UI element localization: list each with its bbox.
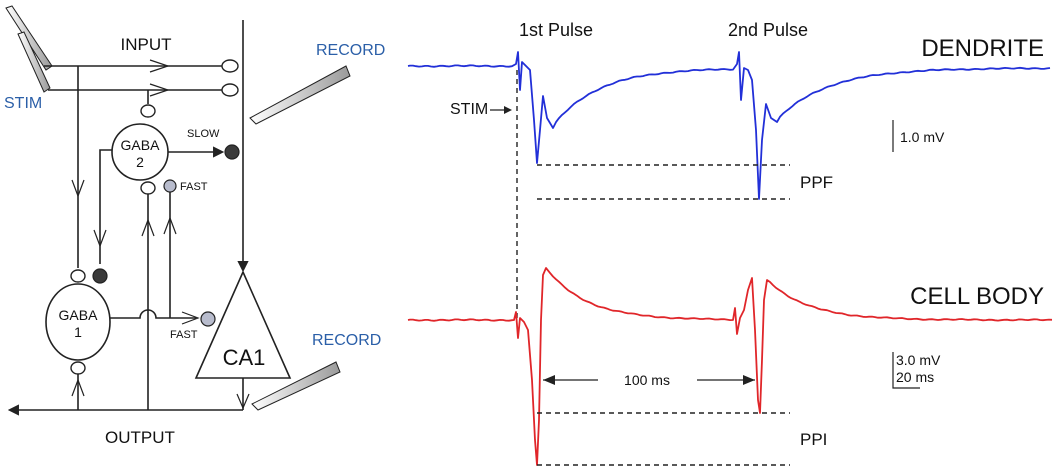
gaba2-label: GABA xyxy=(121,137,161,153)
gaba1-label: GABA xyxy=(59,307,99,323)
gaba2-input-synapse xyxy=(140,104,156,118)
stim-label: STIM xyxy=(4,95,42,112)
g1-fast-arrow xyxy=(181,311,200,325)
gaba1-neuron: GABA 1 xyxy=(45,283,111,361)
slow-synapse xyxy=(224,144,240,160)
fast-label-bottom: FAST xyxy=(170,329,198,341)
fast-label-top: FAST xyxy=(180,181,208,193)
input-synapse-1 xyxy=(221,59,239,73)
interval-label: 100 ms xyxy=(624,372,670,388)
cell-scale-bar xyxy=(892,352,920,389)
record-label-bottom: RECORD xyxy=(312,332,381,349)
record-electrode-bottom xyxy=(251,361,341,411)
interval-arrow-left xyxy=(543,375,555,385)
g1-out-arrow xyxy=(71,378,85,397)
circuit-diagram: GABA 2 SLOW FAST GABA 1 FAST xyxy=(4,5,385,447)
gaba1-input-synapse xyxy=(70,269,86,283)
fast-synapse-bottom xyxy=(200,311,216,327)
fb-arrow-1 xyxy=(141,218,155,237)
cellbody-label: CELL BODY xyxy=(910,283,1044,310)
traces-panel: 1st Pulse 2nd Pulse DENDRITE CELL BODY S… xyxy=(407,20,1053,466)
stim-electrode xyxy=(5,5,53,93)
fb-arrow-2 xyxy=(163,216,177,235)
gaba2-bottom-synapse xyxy=(140,181,156,195)
ca1-label: CA1 xyxy=(223,345,266,370)
cell-scale-mv: 3.0 mV xyxy=(896,352,941,368)
input-label: INPUT xyxy=(121,35,172,54)
gaba1-bottom-synapse xyxy=(70,361,86,375)
input-arrow-2 xyxy=(149,83,170,97)
input-synapse-2 xyxy=(221,83,239,97)
record-label-top: RECORD xyxy=(316,42,385,59)
gaba2-number: 2 xyxy=(136,154,144,170)
stim-marker-label: STIM xyxy=(450,101,488,118)
gaba2-to-gaba1-axon xyxy=(99,149,112,264)
stim-marker-arrowhead xyxy=(504,106,512,114)
input-arrow xyxy=(149,59,170,73)
dendrite-label: DENDRITE xyxy=(921,35,1044,62)
g2g1-arrow xyxy=(93,229,107,248)
ppi-label: PPI xyxy=(800,430,827,449)
slow-label: SLOW xyxy=(187,128,220,140)
fast-synapse-top xyxy=(163,179,177,193)
cell-scale-ms: 20 ms xyxy=(896,369,934,385)
dendrite-trace xyxy=(407,51,1051,200)
gaba1-fast-axon xyxy=(110,309,196,319)
ppf-label: PPF xyxy=(800,173,833,192)
dendrite-scale-label: 1.0 mV xyxy=(900,129,945,145)
interval-arrow-right xyxy=(743,375,755,385)
ff-arrow xyxy=(71,179,85,198)
gaba2-neuron: GABA 2 xyxy=(111,123,169,181)
pulse2-label: 2nd Pulse xyxy=(728,20,808,40)
ca1-axon-arrow xyxy=(236,393,250,410)
gaba1-number: 1 xyxy=(74,324,82,340)
cellbody-trace xyxy=(407,267,1053,466)
gaba1-slow-synapse xyxy=(92,268,108,284)
output-label: OUTPUT xyxy=(105,428,175,447)
record-electrode-top xyxy=(249,65,351,125)
pulse1-label: 1st Pulse xyxy=(519,20,593,40)
